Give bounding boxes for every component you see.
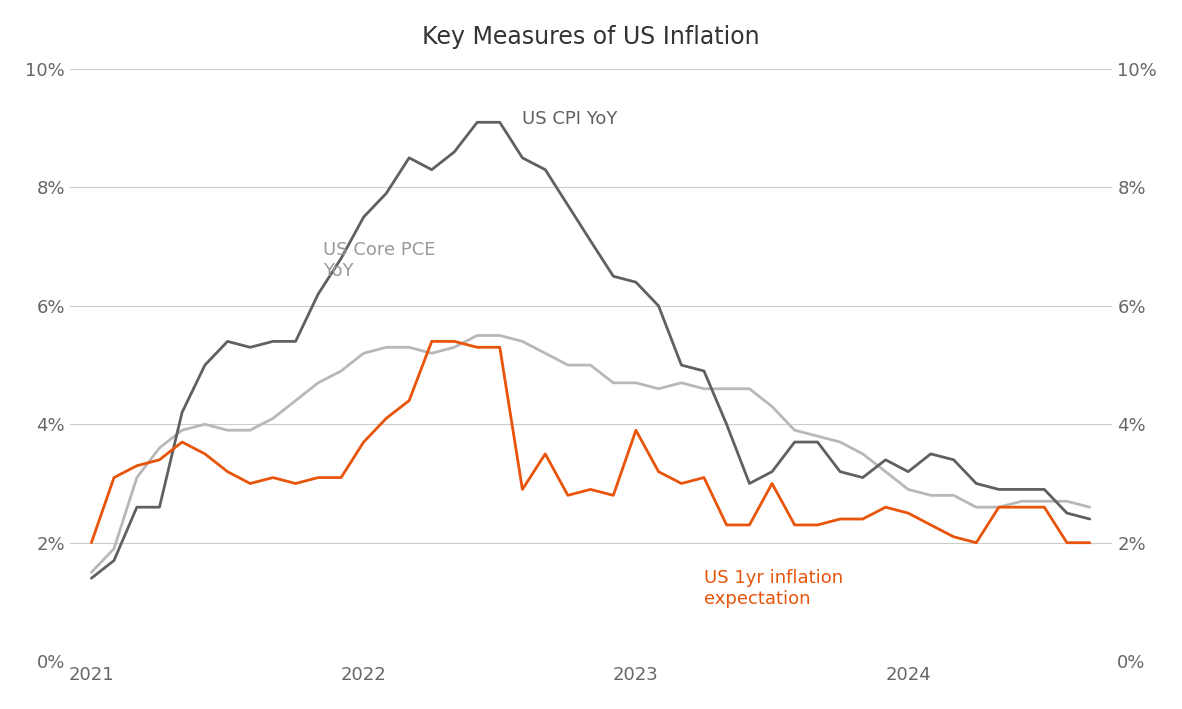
Text: US CPI YoY: US CPI YoY [521,111,617,128]
Text: US Core PCE
YoY: US Core PCE YoY [323,241,435,279]
Text: US 1yr inflation
expectation: US 1yr inflation expectation [704,569,843,608]
Title: Key Measures of US Inflation: Key Measures of US Inflation [422,25,760,49]
